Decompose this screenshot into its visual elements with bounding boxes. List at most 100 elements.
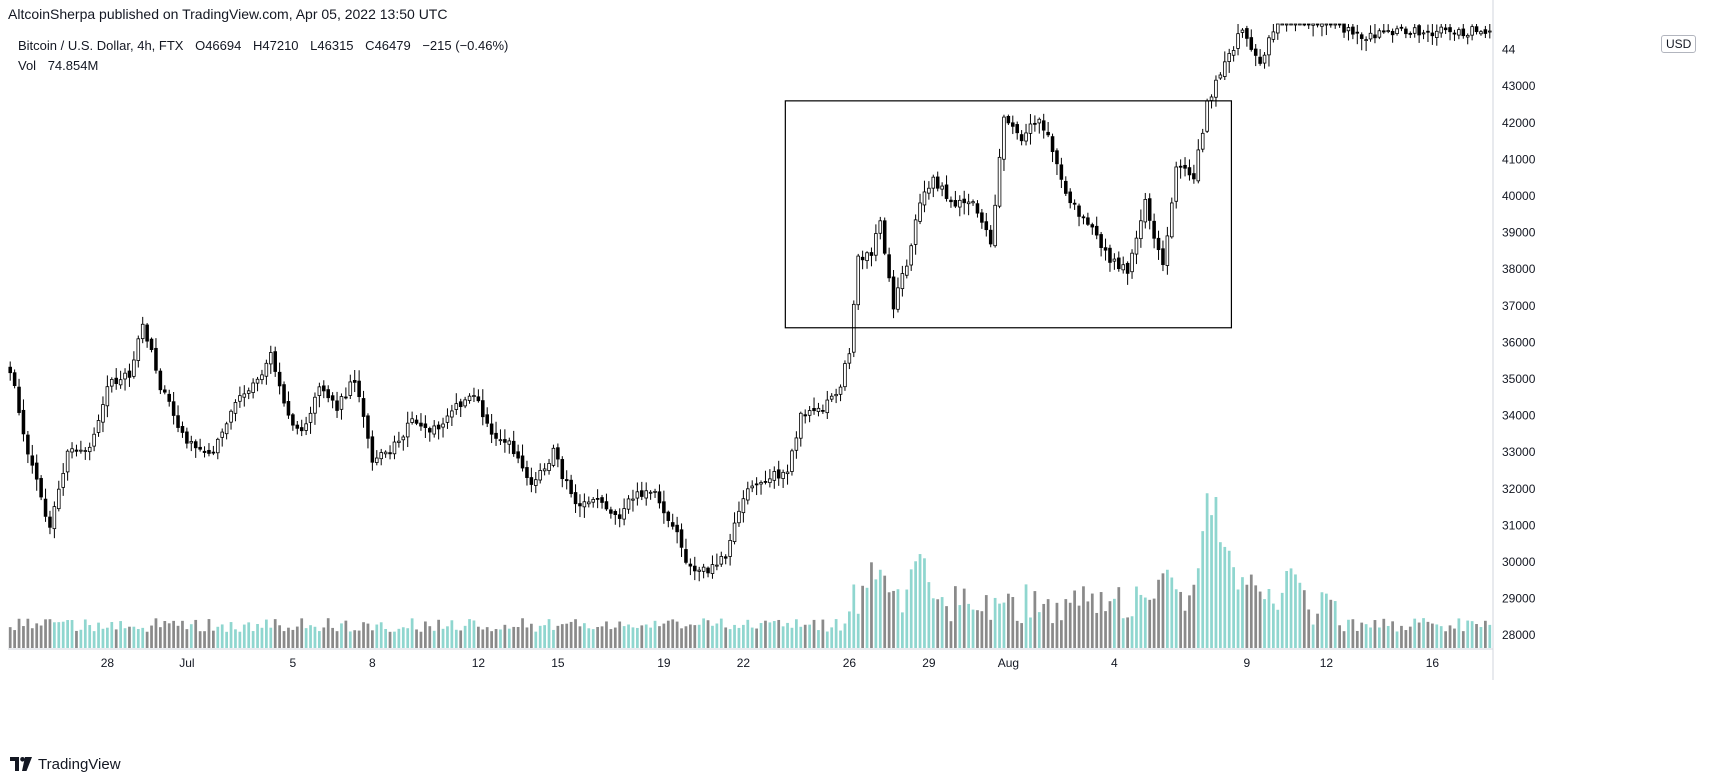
candle-body [1479, 31, 1483, 35]
tradingview-logo[interactable]: TradingView [10, 754, 121, 774]
candle [1094, 216, 1099, 240]
candle-body [1390, 30, 1395, 36]
candle [1192, 164, 1196, 184]
candle [763, 470, 768, 485]
candle [737, 501, 741, 527]
candle [26, 431, 30, 464]
candle-body [180, 426, 185, 433]
volume-bar [1205, 493, 1209, 648]
candle-body [834, 393, 838, 397]
candle-body [1214, 79, 1218, 98]
currency-badge[interactable]: USD [1661, 35, 1697, 53]
price-tick-label: 39000 [1502, 226, 1536, 240]
volume-bar [1152, 598, 1156, 648]
candle [1236, 24, 1240, 56]
candle [1200, 128, 1205, 153]
candle [1161, 240, 1165, 272]
volume-bar [1311, 624, 1315, 648]
candle-body [838, 386, 843, 395]
volume-bar [719, 618, 723, 648]
candle [344, 387, 348, 400]
time-tick-label: 16 [1426, 656, 1440, 670]
volume-bar [441, 628, 445, 648]
time-tick-label: 4 [1111, 656, 1118, 670]
volume-bar [446, 626, 449, 648]
symbol-name[interactable]: Bitcoin / U.S. Dollar, 4h, FTX [18, 38, 184, 53]
candle [799, 411, 803, 447]
volume-bar [1448, 625, 1452, 648]
candle-body [754, 483, 759, 486]
candle [264, 359, 269, 385]
candle [485, 407, 489, 428]
candle-body [264, 362, 269, 377]
volume-bar [485, 627, 489, 648]
volume-bar [1249, 574, 1253, 648]
volume-bar [870, 562, 873, 648]
volume-bar [278, 625, 281, 648]
volume-bar [834, 619, 838, 648]
candle-body [498, 439, 503, 442]
candle [476, 389, 481, 403]
candle [860, 250, 865, 270]
volume-bar [609, 629, 613, 648]
candle [238, 386, 242, 408]
candle [207, 443, 211, 457]
candle [1470, 24, 1474, 41]
volume-bar [737, 627, 741, 648]
volume-bar [1466, 620, 1470, 648]
volume-bar [326, 618, 330, 648]
candle [1430, 24, 1435, 45]
candle-body [375, 457, 379, 463]
candle [953, 190, 958, 209]
candle [52, 501, 57, 539]
candle [980, 208, 984, 229]
volume-bar [1351, 619, 1355, 648]
volume-bar [636, 627, 639, 648]
volume-bar [1108, 601, 1112, 648]
candle [635, 482, 640, 506]
candle [335, 391, 339, 418]
volume-bar [1258, 591, 1262, 648]
volume-bar [1391, 621, 1394, 648]
candle [96, 414, 101, 437]
candle-body [410, 418, 414, 423]
candle [551, 444, 556, 468]
candle [613, 509, 618, 525]
candle [291, 412, 295, 431]
volume-bar [477, 626, 480, 648]
volume-bar [671, 619, 675, 648]
price-axis-labels: 28000 29000 30000 31000 32000 33000 34000 35000… [1502, 43, 1536, 643]
candle [145, 323, 149, 348]
volume-bar [57, 622, 61, 648]
candle [1412, 24, 1417, 38]
candle-body [92, 433, 96, 447]
candle [825, 390, 830, 419]
volume-bar [1298, 582, 1302, 648]
volume-bar [1444, 631, 1447, 648]
candle-body [436, 424, 441, 430]
volume-bar [578, 626, 582, 648]
volume-bar [653, 620, 657, 648]
candle-body [971, 201, 975, 204]
candle [1408, 31, 1413, 39]
candle-body [1320, 23, 1324, 27]
consolidation-range-box[interactable] [784, 100, 1233, 329]
candle-body [935, 176, 940, 189]
candle-body [905, 265, 909, 276]
volume-bar [309, 625, 312, 648]
candle [847, 348, 852, 370]
volume-bar [203, 631, 206, 648]
volume-bar [335, 631, 339, 648]
candle-body [295, 424, 300, 429]
volume-bar [883, 575, 887, 648]
volume-bar [48, 619, 52, 648]
candle-body [776, 469, 781, 479]
candle [542, 463, 547, 476]
volume-bar [154, 618, 158, 648]
candle-body [1355, 31, 1360, 34]
volume-bar [777, 619, 781, 648]
volume-bar [1024, 584, 1028, 648]
candle-body [361, 398, 366, 417]
volume-bar [1241, 577, 1244, 648]
